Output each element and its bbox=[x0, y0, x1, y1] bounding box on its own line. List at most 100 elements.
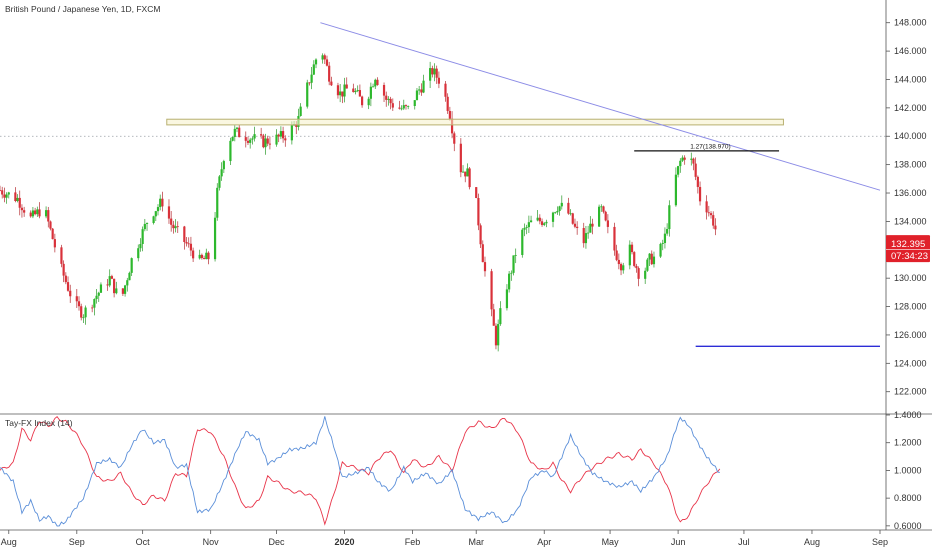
candle bbox=[246, 136, 250, 146]
indicator-tick-label: 1.2000 bbox=[894, 438, 922, 448]
candle bbox=[576, 221, 579, 235]
last-price-box bbox=[886, 235, 930, 263]
candle bbox=[475, 186, 478, 199]
candle bbox=[325, 55, 329, 67]
candle-body bbox=[218, 176, 221, 188]
candle bbox=[115, 281, 118, 295]
candle bbox=[633, 251, 636, 268]
candle-body bbox=[126, 280, 129, 286]
candle bbox=[343, 77, 346, 103]
candle-body bbox=[343, 84, 346, 97]
candle bbox=[183, 225, 186, 250]
candle bbox=[659, 242, 662, 259]
price-tick-label: 140.000 bbox=[894, 131, 927, 141]
candle-body bbox=[707, 212, 710, 214]
candle bbox=[284, 135, 287, 147]
candle bbox=[374, 78, 377, 89]
candle bbox=[551, 211, 555, 228]
candle-body bbox=[216, 187, 219, 218]
candle bbox=[464, 171, 467, 183]
candle-body bbox=[213, 217, 217, 260]
candle bbox=[97, 291, 100, 302]
candle-body bbox=[93, 299, 96, 308]
candle bbox=[205, 248, 208, 260]
candle bbox=[62, 260, 65, 283]
candle bbox=[433, 63, 436, 82]
candle-body bbox=[352, 88, 355, 93]
candle-body bbox=[637, 268, 640, 279]
candle bbox=[323, 53, 326, 65]
candle bbox=[281, 126, 285, 143]
candle-body bbox=[47, 210, 50, 222]
candle bbox=[53, 233, 56, 253]
candle-body bbox=[279, 131, 282, 137]
time-tick-label: Aug bbox=[804, 537, 820, 547]
candle-body bbox=[600, 206, 603, 208]
candle-body bbox=[589, 223, 592, 233]
indicator-tick-label: 0.6000 bbox=[894, 521, 922, 531]
candle-body bbox=[602, 206, 605, 212]
candle bbox=[619, 262, 623, 276]
candle bbox=[253, 126, 256, 142]
candle-body bbox=[207, 252, 210, 260]
price-tick-label: 128.000 bbox=[894, 302, 927, 312]
candle bbox=[644, 267, 647, 284]
candle bbox=[663, 227, 667, 249]
candle-body bbox=[536, 217, 539, 221]
time-tick-label: 2020 bbox=[335, 537, 355, 547]
candle-body bbox=[598, 206, 601, 227]
candle bbox=[556, 206, 559, 215]
candle-body bbox=[23, 210, 26, 213]
candle bbox=[130, 257, 133, 277]
candle-body bbox=[545, 221, 548, 224]
candle bbox=[422, 74, 425, 94]
candle-body bbox=[692, 158, 695, 164]
candle bbox=[677, 165, 680, 178]
candle-body bbox=[681, 157, 684, 161]
candle bbox=[123, 284, 127, 297]
candle-body bbox=[389, 98, 392, 104]
candle-body bbox=[44, 210, 48, 217]
candle-body bbox=[663, 233, 667, 244]
candle bbox=[77, 296, 81, 311]
candle-body bbox=[622, 265, 625, 271]
candle-body bbox=[53, 239, 56, 248]
candle-body bbox=[483, 262, 487, 272]
candle-body bbox=[556, 210, 559, 213]
candle-body bbox=[185, 242, 188, 244]
candle-body bbox=[306, 82, 309, 107]
candle bbox=[161, 191, 164, 212]
candle-body bbox=[262, 135, 265, 148]
candle bbox=[75, 289, 78, 308]
candle-body bbox=[3, 194, 6, 198]
candle-body bbox=[36, 209, 39, 215]
candle-body bbox=[121, 288, 124, 294]
candle bbox=[249, 137, 252, 149]
candle-body bbox=[569, 213, 572, 215]
candle bbox=[126, 277, 129, 292]
candle-body bbox=[244, 137, 247, 141]
candle bbox=[389, 96, 392, 110]
candle bbox=[341, 91, 344, 104]
candle bbox=[523, 223, 526, 237]
candle-body bbox=[156, 207, 160, 212]
candle-body bbox=[523, 227, 526, 230]
candle-body bbox=[266, 138, 269, 144]
candle bbox=[156, 204, 160, 216]
candle bbox=[159, 194, 162, 211]
candle bbox=[356, 85, 359, 93]
candle bbox=[413, 100, 416, 110]
price-tick-label: 142.000 bbox=[894, 103, 927, 113]
candle-body bbox=[336, 85, 340, 96]
candle-body bbox=[418, 89, 421, 91]
candle bbox=[14, 187, 17, 203]
candle-body bbox=[468, 168, 471, 188]
candle-body bbox=[613, 226, 616, 251]
candle bbox=[275, 129, 278, 147]
candle-body bbox=[183, 226, 186, 243]
candle-body bbox=[284, 138, 287, 141]
candle-body bbox=[527, 222, 530, 228]
candle bbox=[60, 244, 63, 268]
candle bbox=[602, 205, 605, 214]
candle-body bbox=[407, 105, 410, 107]
